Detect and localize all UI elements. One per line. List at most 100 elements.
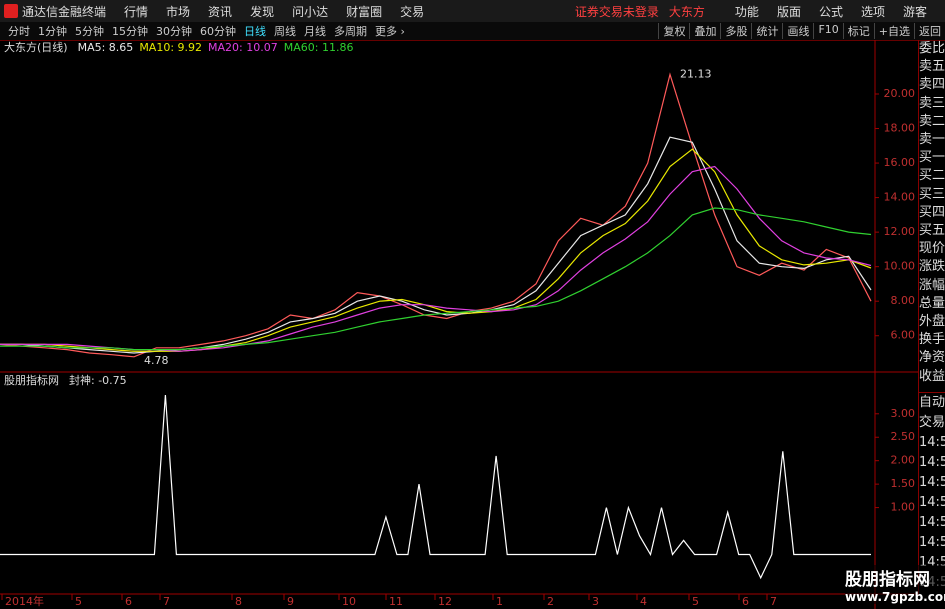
menu-item[interactable]: 行情 <box>124 4 149 19</box>
menu-item[interactable]: 选项 <box>860 4 885 19</box>
side-lower-item: 14:56 <box>919 474 945 490</box>
menu-item[interactable]: 市场 <box>166 4 191 19</box>
side-item: 买一 <box>919 150 945 166</box>
side-item: 买二 <box>919 168 945 184</box>
right-menu: 功能 版面 公式 选项 <box>735 3 903 20</box>
user[interactable]: 游客 <box>902 4 927 19</box>
periods: 分时 1分钟 5分钟 15分钟 30分钟 60分钟 日线 周线 月线 多周期 更多 › <box>0 23 405 39</box>
side-item: 换手 <box>919 332 945 348</box>
tool-button[interactable]: 标记 <box>842 23 874 39</box>
period-tab[interactable]: 周线 <box>274 25 296 38</box>
menu-item[interactable]: 版面 <box>776 4 801 19</box>
stock-name: 大东方 <box>668 4 705 19</box>
menu: 行情 市场 资讯 发现 问小达 财富圈 交易 <box>124 3 442 20</box>
period-tab[interactable]: 分时 <box>8 25 30 38</box>
tool-button[interactable]: F10 <box>813 23 842 39</box>
side-item: 卖五 <box>919 59 945 75</box>
notice[interactable]: 证券交易未登录 <box>574 4 659 19</box>
period-tab[interactable]: 更多 › <box>375 25 405 38</box>
side-item: 卖三 <box>919 95 945 111</box>
tool-button[interactable]: 画线 <box>782 23 813 39</box>
legend-entry: MA10: 9.92 <box>139 41 202 54</box>
side-panel: 委比 卖五 卖四 卖三 卖二 卖一 买一 买二 买三 买四 买五 现价 涨跌 涨幅 总量 外盘 换手 净资 收益 自动… <box>918 40 945 595</box>
watermark: 股朋指标网 www.7gpzb.com <box>845 565 945 604</box>
legend-entry: MA5: 8.65 <box>78 41 134 54</box>
tool-button[interactable]: +自选 <box>873 23 914 39</box>
panel-title: 股朋指标网 <box>4 373 59 387</box>
period-tab[interactable]: 1分钟 <box>38 25 67 38</box>
menu-item[interactable]: 问小达 <box>292 4 329 19</box>
app-name: 通达信金融终端 <box>22 4 107 19</box>
y-tick-label: 18.00 <box>884 122 916 135</box>
y-tick-label: 16.00 <box>884 156 916 169</box>
legend-entry: MA20: 10.07 <box>208 41 278 54</box>
side-item: 总量 <box>919 295 945 311</box>
side-item: 卖四 <box>919 77 945 93</box>
x-tick-label: 2014年 <box>5 594 44 608</box>
side-lower-item: 交易 <box>919 414 945 430</box>
legend-entry: MA60: 11.86 <box>284 41 354 54</box>
period-tab[interactable]: 多周期 <box>334 25 367 38</box>
panel-title: 大东方(日线) <box>4 40 68 54</box>
chart: 大东方(日线)6.008.0010.0012.0014.0016.0018.00… <box>0 40 918 609</box>
side-lower-item: 14:56 <box>919 534 945 550</box>
side-lower-item: 自动 <box>919 394 945 410</box>
tool-button[interactable]: 复权 <box>658 23 689 39</box>
side-item: 委比 <box>919 41 945 56</box>
logo <box>4 4 18 18</box>
period-tab[interactable]: 60分钟 <box>200 25 236 38</box>
x-tick-label: 3 <box>592 595 599 608</box>
tool-button[interactable]: 统计 <box>751 23 782 39</box>
menu-item[interactable]: 发现 <box>250 4 275 19</box>
x-tick-label: 10 <box>342 595 356 608</box>
period-tab[interactable]: 5分钟 <box>75 25 104 38</box>
menu-item[interactable]: 资讯 <box>208 4 233 19</box>
side-item: 买四 <box>919 204 945 220</box>
tool-button[interactable]: 返回 <box>914 23 945 39</box>
menu-item[interactable]: 交易 <box>400 4 425 19</box>
side-item: 涨跌 <box>919 259 945 275</box>
x-tick-label: 9 <box>287 595 294 608</box>
y-tick-label: 1.50 <box>891 477 916 490</box>
x-tick-label: 11 <box>389 595 403 608</box>
side-item: 净资 <box>919 350 945 366</box>
period-tab[interactable]: 15分钟 <box>112 25 148 38</box>
menu-item[interactable]: 公式 <box>818 4 843 19</box>
y-tick-label: 2.00 <box>891 454 916 467</box>
tool-button[interactable]: 叠加 <box>689 23 720 39</box>
x-tick-label: 7 <box>770 595 777 608</box>
tools: 复权 叠加 多股 统计 画线 F10 标记 +自选 返回 <box>658 23 945 39</box>
x-tick-label: 4 <box>640 595 647 608</box>
side-item: 卖二 <box>919 113 945 129</box>
menu-item[interactable]: 功能 <box>734 4 759 19</box>
y-tick-label: 14.00 <box>884 191 916 204</box>
x-tick-label: 12 <box>438 595 452 608</box>
title-bar: 通达信金融终端 行情 市场 资讯 发现 问小达 财富圈 交易 证券交易未登录 大东方 功能 版… <box>0 0 945 22</box>
y-tick-label: 10.00 <box>884 260 916 273</box>
period-tab[interactable]: 30分钟 <box>156 25 192 38</box>
side-item: 现价 <box>919 241 945 257</box>
annotation: 21.13 <box>680 67 712 80</box>
x-tick-label: 1 <box>496 595 503 608</box>
watermark-name: 股朋指标网 <box>845 570 930 590</box>
period-tab[interactable]: 日线 <box>244 25 266 38</box>
side-lower-item: 14:56 <box>919 434 945 450</box>
series-line <box>0 394 871 580</box>
period-tab[interactable]: 月线 <box>304 25 326 38</box>
series-line <box>0 207 872 351</box>
side-lower: 自动交易14:5614:5614:5614:5614:5614:5614:561… <box>919 391 945 593</box>
y-tick-label: 2.50 <box>891 430 916 443</box>
annotation: 4.78 <box>144 354 169 367</box>
side-lower-item: 14:56 <box>919 494 945 510</box>
side-item: 卖一 <box>919 132 945 148</box>
x-tick-label: 7 <box>163 595 170 608</box>
x-tick-label: 6 <box>125 595 132 608</box>
tool-button[interactable]: 多股 <box>720 23 751 39</box>
y-tick-label: 20.00 <box>884 87 916 100</box>
x-tick-label: 5 <box>692 595 699 608</box>
menu-item[interactable]: 财富圈 <box>346 4 383 19</box>
series-line <box>0 148 872 352</box>
x-tick-label: 5 <box>75 595 82 608</box>
series-line <box>0 136 872 354</box>
